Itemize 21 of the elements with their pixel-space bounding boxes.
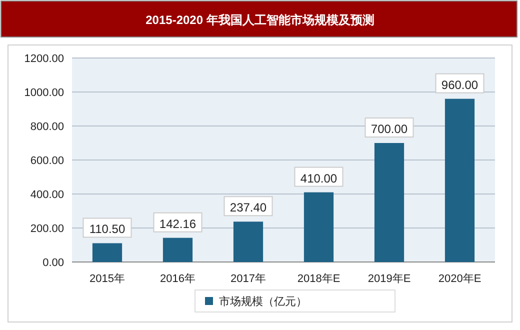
data-label: 960.00 <box>441 78 478 92</box>
data-label: 110.50 <box>89 222 126 236</box>
y-tick-label: 0.00 <box>42 257 64 269</box>
data-label: 142.16 <box>159 216 196 231</box>
y-tick-label: 1200.00 <box>24 53 64 65</box>
y-tick-label: 200.00 <box>30 223 64 235</box>
x-tick-label: 2016年 <box>160 273 196 285</box>
legend-label: 市场规模（亿元） <box>219 295 307 308</box>
x-tick-label: 2015年 <box>90 273 125 285</box>
y-tick-label: 800.00 <box>30 121 64 133</box>
data-label: 700.00 <box>370 122 408 136</box>
x-tick-label: 2017年 <box>230 273 266 285</box>
data-label: 410.00 <box>300 171 338 186</box>
y-tick-label: 400.00 <box>30 189 64 201</box>
y-tick-label: 600.00 <box>30 155 64 167</box>
y-tick-label: 1000.00 <box>24 87 64 99</box>
x-tick-label: 2018年E <box>297 273 340 285</box>
x-tick-label: 2019年E <box>368 273 411 285</box>
x-tick-label: 2020年E <box>438 273 482 285</box>
title: 2015-2020 年我国人工智能市场规模及预测 <box>146 13 374 27</box>
data-label: 237.40 <box>230 200 267 215</box>
